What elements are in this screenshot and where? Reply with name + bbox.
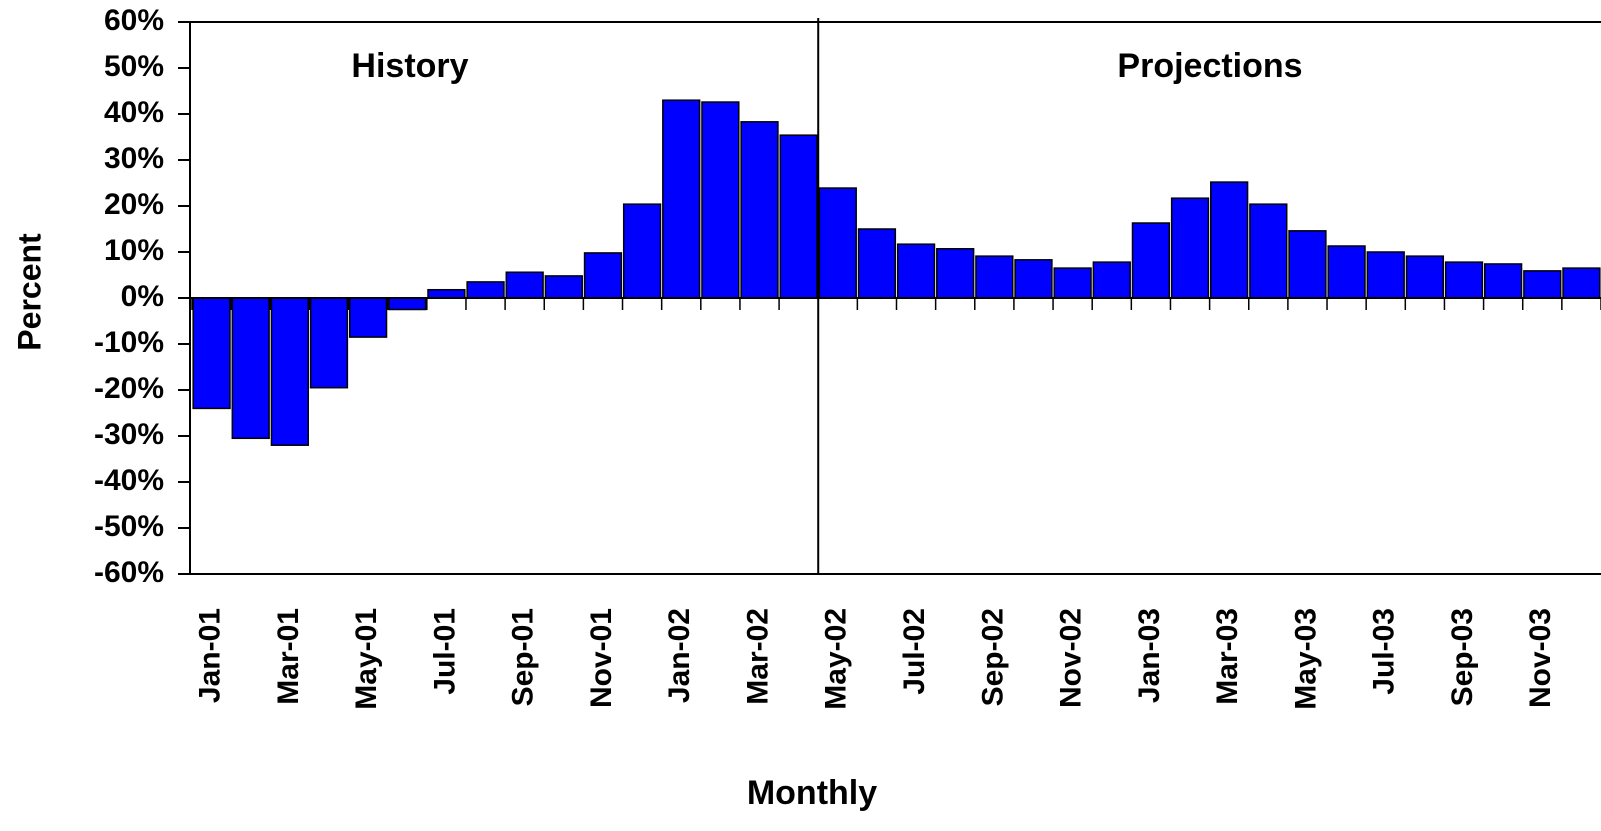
x-axis-title: Monthly: [747, 774, 877, 812]
x-tick-label: Mar-01: [272, 608, 305, 705]
bar: [1092, 261, 1131, 299]
bar: [1366, 251, 1405, 299]
bar: [1170, 197, 1210, 299]
y-tick-label: -30%: [94, 418, 164, 451]
bar: [622, 203, 662, 299]
bar: [1131, 222, 1171, 299]
bar: [1288, 230, 1327, 299]
y-tick-label: 50%: [104, 50, 164, 83]
bar: [936, 248, 975, 299]
y-tick-label: 0%: [121, 280, 164, 313]
bar: [1053, 267, 1092, 299]
bar: [1014, 259, 1053, 299]
x-tick-label: Jan-02: [663, 608, 696, 703]
bar: [740, 121, 779, 299]
y-tick-label: 60%: [104, 4, 164, 37]
y-tick-label: 10%: [104, 234, 164, 267]
bar: [348, 297, 388, 338]
x-tick-label: Jul-01: [428, 608, 461, 695]
annotation: History: [351, 47, 468, 85]
bar: [1405, 255, 1445, 299]
y-tick-label: -20%: [94, 372, 164, 405]
y-tick-label: -50%: [94, 510, 164, 543]
bar: [583, 252, 623, 299]
bar: [388, 297, 427, 311]
x-tick-label: Jul-02: [898, 608, 931, 695]
y-tick-label: 20%: [104, 188, 164, 221]
bar: [701, 101, 740, 299]
bar: [1210, 181, 1249, 299]
bar: [1523, 270, 1562, 299]
bar: [1562, 267, 1601, 299]
bar: [1484, 263, 1523, 299]
bar: [896, 243, 936, 299]
y-tick-label: 30%: [104, 142, 164, 175]
x-tick-label: Nov-03: [1524, 608, 1557, 708]
bar: [857, 228, 897, 299]
x-tick-label: Sep-01: [507, 608, 540, 706]
bar: [466, 281, 505, 299]
x-tick-label: Mar-02: [741, 608, 774, 705]
x-tick-label: Jul-03: [1368, 608, 1401, 695]
x-tick-label: May-02: [820, 608, 853, 710]
bar: [1249, 203, 1288, 299]
x-tick-label: Nov-02: [1055, 608, 1088, 708]
bar: [505, 271, 544, 299]
x-tick-label: Nov-01: [585, 608, 618, 708]
y-tick-label: -10%: [94, 326, 164, 359]
bar: [544, 275, 583, 299]
bar: [270, 297, 309, 446]
x-tick-label: Jan-01: [193, 608, 226, 703]
y-tick-label: -40%: [94, 464, 164, 497]
x-tick-label: Mar-03: [1211, 608, 1244, 705]
bar: [779, 134, 818, 299]
x-tick-label: May-03: [1289, 608, 1322, 710]
x-tick-label: Jan-03: [1133, 608, 1166, 703]
bar: [818, 187, 857, 299]
y-axis-title: Percent: [11, 233, 47, 351]
y-tick-label: 40%: [104, 96, 164, 129]
y-tick-label: -60%: [94, 556, 164, 589]
bar: [192, 297, 231, 410]
x-tick-label: Sep-02: [976, 608, 1009, 706]
bar: [1444, 261, 1484, 299]
annotation: Projections: [1117, 47, 1302, 85]
x-tick-label: May-01: [350, 608, 383, 710]
bar: [1327, 245, 1366, 299]
bar: [975, 255, 1014, 299]
x-tick-label: Sep-03: [1446, 608, 1479, 706]
bar: [662, 99, 701, 299]
bar: [309, 297, 349, 389]
bar: [231, 297, 270, 440]
bar: [427, 288, 466, 299]
